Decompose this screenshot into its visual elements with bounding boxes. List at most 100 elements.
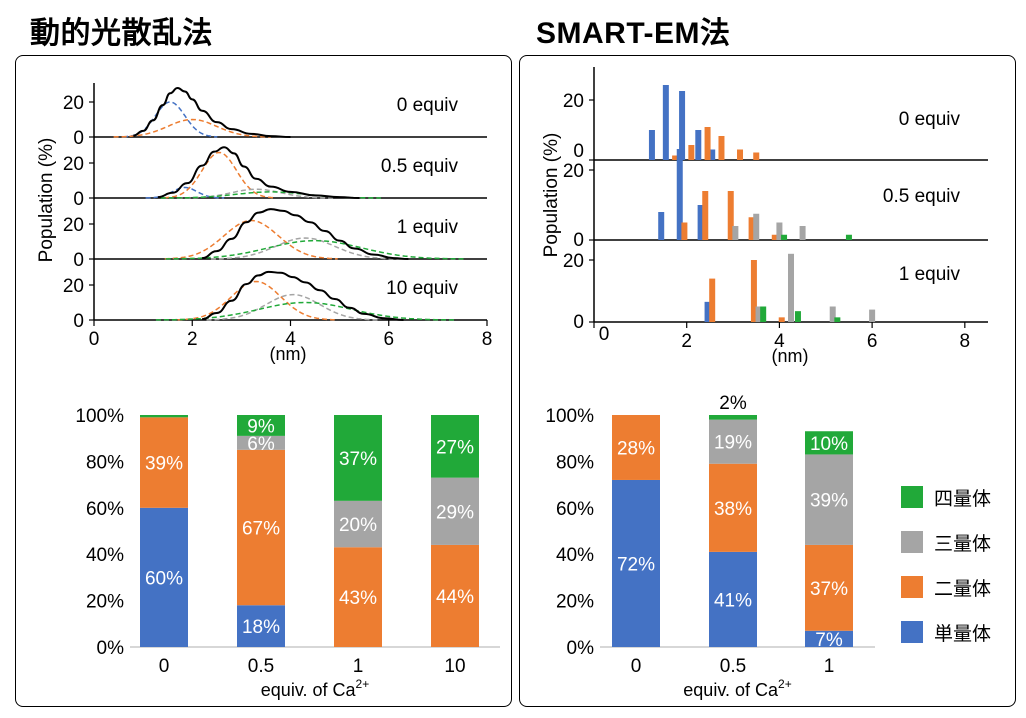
dls-x-tick-label: 6: [383, 329, 394, 350]
dls-component-curve: [177, 280, 335, 321]
dls-comp-segment-tetramer: [237, 415, 285, 436]
em-comp-y-tick-label: 20%: [556, 592, 594, 613]
dls-y-tick-label: 0: [73, 250, 84, 271]
dls-total-curve: [201, 270, 404, 321]
em-comp-segment-dimer: [805, 544, 853, 631]
em-comp-segment-label: 39%: [810, 491, 848, 512]
dls-x-tick-label: 0: [89, 329, 100, 350]
em-histogram-bar: [718, 136, 725, 160]
em-y-tick-label: 0: [573, 230, 584, 251]
legend-swatch-tetramer: [901, 486, 923, 508]
em-histogram-bar: [776, 222, 783, 240]
dls-y-tick-label: 20: [63, 276, 84, 297]
dls-comp-y-tick-label: 40%: [86, 545, 124, 566]
em-panel-label: 0.5 equiv: [883, 186, 961, 207]
dls-comp-segment-dimer: [140, 417, 188, 508]
em-histogram-bar: [704, 127, 711, 160]
em-comp-segment-trimer: [805, 454, 853, 545]
em-comp-segment-label: 19%: [714, 433, 752, 454]
em-comp-segment-label: 28%: [617, 438, 655, 459]
em-histogram-bar: [869, 309, 876, 322]
dls-component-curve: [164, 219, 338, 260]
right-section-title: SMART-EM法: [536, 17, 731, 50]
em-comp-segment-label: 72%: [617, 554, 655, 575]
em-histogram-bar: [755, 306, 762, 322]
em-histogram-bar: [753, 213, 760, 240]
left-section-title: 動的光散乱法: [30, 16, 213, 51]
dls-component-curve: [206, 293, 380, 321]
em-y-axis-label: Population (%): [541, 133, 562, 258]
em-y-tick-label: 20: [563, 91, 584, 112]
dls-comp-y-tick-label: 60%: [86, 499, 124, 520]
dls-y-axis-label: Population (%): [36, 138, 57, 263]
dls-comp-segment-tetramer: [431, 415, 479, 478]
em-histogram-bar: [781, 234, 788, 240]
legend-label: 四量体: [934, 488, 991, 510]
dls-comp-segment-dimer: [237, 449, 285, 606]
dls-comp-x-axis-label-superscript: 2+: [356, 677, 370, 691]
dls-comp-segment-label: 60%: [145, 568, 183, 589]
dls-y-tick-label: 0: [73, 311, 84, 332]
em-comp-x-axis-label: equiv. of Ca2+: [683, 677, 791, 700]
em-comp-category-label: 0: [631, 656, 642, 677]
dls-component-curve: [160, 191, 381, 199]
dls-comp-segment-label: 20%: [339, 515, 377, 536]
dls-component-curve: [145, 186, 225, 199]
em-x-tick-label: 4: [774, 331, 785, 352]
em-comp-segment-label: 41%: [714, 590, 752, 611]
dls-comp-segment-trimer: [334, 500, 382, 548]
em-comp-segment-trimer: [709, 419, 757, 464]
em-comp-y-tick-label: 40%: [556, 545, 594, 566]
em-comp-segment-single: [805, 630, 853, 647]
dls-comp-y-tick-label: 80%: [86, 452, 124, 473]
dls-comp-category-label: 0: [159, 656, 170, 677]
em-histogram-bar: [697, 205, 704, 240]
dls-comp-segment-single: [237, 605, 285, 647]
em-x-tick-label: 2: [681, 331, 692, 352]
legend-swatch-trimer: [901, 531, 923, 553]
em-comp-segment-dimer: [709, 463, 757, 552]
dls-component-curve: [165, 239, 465, 260]
dls-comp-segment-label: 29%: [436, 502, 474, 523]
em-histogram-bar: [760, 306, 767, 322]
smart-em-panel: [519, 55, 1016, 707]
em-histogram-bar: [794, 311, 801, 322]
em-x-tick-label: 8: [960, 331, 971, 352]
dls-total-curve: [133, 86, 291, 138]
em-histogram-bar: [727, 191, 734, 240]
em-histogram-bar: [829, 306, 836, 322]
dls-panel-label: 10 equiv: [386, 278, 458, 299]
em-histogram-bar: [748, 217, 755, 240]
dls-panel-label: 0.5 equiv: [381, 156, 459, 177]
em-histogram-bar: [834, 317, 841, 322]
dls-comp-segment-dimer: [431, 544, 479, 647]
em-y-tick-label: 0: [573, 141, 584, 162]
dls-x-tick-label: 8: [482, 329, 493, 350]
em-histogram-bar: [658, 212, 665, 240]
dls-comp-segment-label: 67%: [242, 519, 280, 540]
em-histogram-bar: [672, 155, 679, 160]
dls-comp-segment-label: 6%: [247, 434, 275, 455]
legend-label: 単量体: [934, 623, 991, 645]
dls-comp-segment-tetramer: [334, 415, 382, 501]
em-x-tick-label: 0: [599, 324, 610, 345]
dls-x-tick-label: 4: [285, 329, 296, 350]
em-y-tick-label: 20: [563, 251, 584, 272]
dls-y-tick-label: 0: [73, 189, 84, 210]
em-histogram-bar: [771, 234, 778, 240]
em-histogram-bar: [648, 130, 655, 160]
dls-component-curve: [122, 101, 218, 138]
em-comp-segment-label: 37%: [810, 579, 848, 600]
dls-comp-segment-tetramer: [140, 415, 188, 418]
dls-y-tick-label: 20: [63, 93, 84, 114]
em-histogram-bar: [695, 130, 702, 160]
dls-component-curve: [164, 151, 275, 199]
dls-comp-segment-label: 37%: [339, 449, 377, 470]
dls-y-tick-label: 0: [73, 128, 84, 149]
em-comp-segment-dimer: [612, 415, 660, 480]
dls-panel-label: 1 equiv: [397, 217, 459, 238]
dls-comp-category-label: 10: [444, 656, 465, 677]
dls-total-curve: [201, 208, 409, 260]
em-comp-category-label: 0.5: [720, 656, 746, 677]
